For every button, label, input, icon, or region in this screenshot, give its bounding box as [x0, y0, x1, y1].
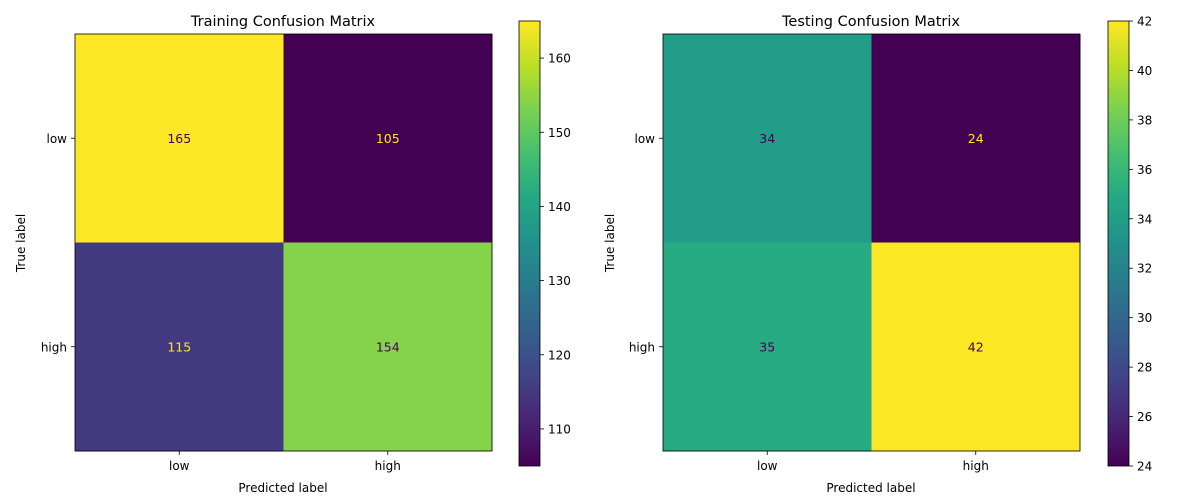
- plot-frame: [74, 33, 493, 452]
- y-tick-label: high: [41, 340, 67, 354]
- colorbar-tick-label: 30: [1137, 311, 1152, 325]
- heatmap-cell: [663, 34, 872, 243]
- colorbar-tick-label: 38: [1137, 113, 1152, 127]
- colorbar-tick-label: 140: [548, 200, 571, 214]
- x-axis-label: Predicted label: [826, 481, 915, 495]
- chart-title: Testing Confusion Matrix: [781, 14, 960, 30]
- colorbar-tick-label: 130: [548, 274, 571, 288]
- x-tick-label: low: [169, 459, 190, 473]
- y-tick-label: low: [635, 132, 656, 146]
- heatmap-cell: [283, 34, 493, 243]
- cell-value-label: 115: [167, 339, 191, 354]
- y-axis-label: True label: [14, 214, 28, 273]
- y-tick-label: high: [629, 340, 655, 354]
- chart-title: Training Confusion Matrix: [190, 14, 376, 30]
- testing-confusion-matrix: Testing Confusion Matrix 34 24 35 42 low hig…: [603, 14, 1152, 495]
- heatmap-cell: [75, 34, 284, 243]
- colorbar-tick-label: 160: [548, 52, 571, 66]
- cell-value-label: 34: [759, 131, 775, 146]
- colorbar-gradient: [1107, 20, 1130, 467]
- colorbar-tick-label: 120: [548, 348, 571, 362]
- x-axis-label: Predicted label: [238, 481, 327, 495]
- plot-frame: [662, 33, 1081, 452]
- colorbar-tick-label: 36: [1137, 163, 1152, 177]
- cell-value-label: 154: [376, 339, 400, 354]
- cell-value-label: 165: [167, 131, 191, 146]
- colorbar-tick-label: 40: [1137, 64, 1152, 78]
- x-tick-label: high: [375, 459, 401, 473]
- training-confusion-matrix: Training Confusion Matrix 165 105 115 154 l…: [14, 14, 571, 495]
- heatmap-cell: [871, 242, 1081, 452]
- heatmap-cell: [75, 242, 284, 452]
- colorbar-gradient: [518, 20, 541, 467]
- colorbar-tick-label: 150: [548, 126, 571, 140]
- heatmap-cell: [663, 242, 872, 452]
- cell-value-label: 105: [376, 131, 400, 146]
- cell-value-label: 35: [759, 339, 775, 354]
- y-axis-label: True label: [603, 214, 617, 273]
- colorbar-tick-label: 110: [548, 422, 571, 436]
- colorbar: 24 26 28 30 32 34 36 38 40 42: [1107, 15, 1152, 474]
- colorbar-tick-label: 24: [1137, 460, 1152, 474]
- colorbar-tick-label: 28: [1137, 361, 1152, 375]
- colorbar-tick-label: 42: [1137, 15, 1152, 29]
- colorbar-tick-label: 34: [1137, 212, 1152, 226]
- colorbar-tick-label: 26: [1137, 410, 1152, 424]
- x-tick-label: low: [757, 459, 778, 473]
- x-tick-label: high: [963, 459, 989, 473]
- y-tick-label: low: [47, 132, 68, 146]
- heatmap-cell: [283, 242, 493, 452]
- cell-value-label: 24: [968, 131, 984, 146]
- cell-value-label: 42: [968, 339, 984, 354]
- heatmap-cell: [871, 34, 1081, 243]
- colorbar: 110 120 130 140 150 160: [518, 20, 571, 467]
- colorbar-tick-label: 32: [1137, 262, 1152, 276]
